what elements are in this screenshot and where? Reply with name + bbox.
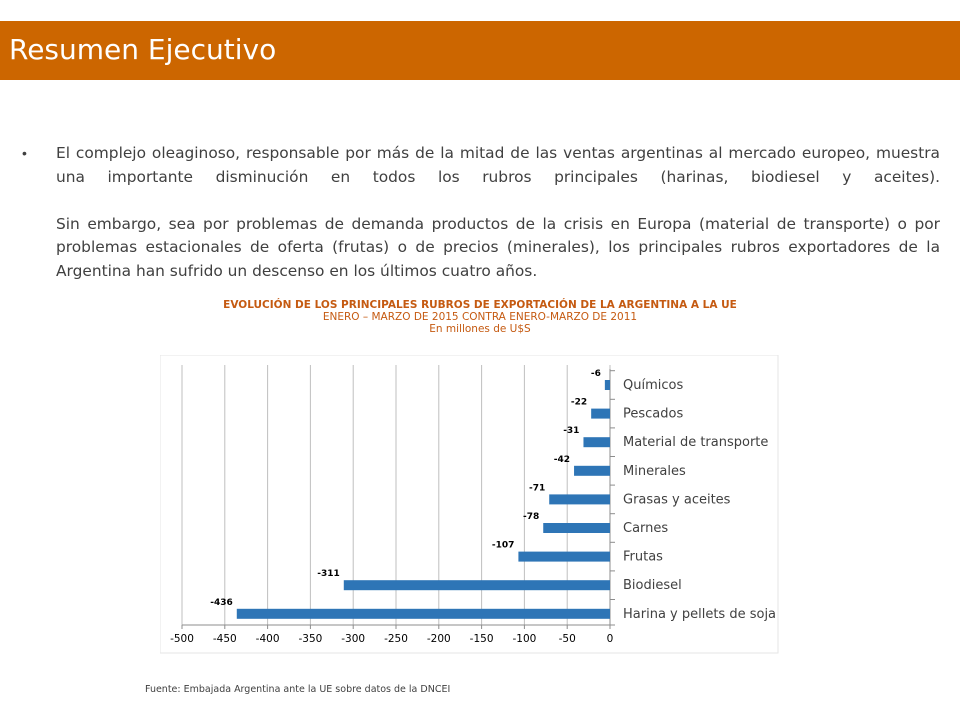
data-label: -107 <box>492 541 515 551</box>
paragraph-2: Sin embargo, sea por problemas de demand… <box>56 214 940 280</box>
data-label: -436 <box>210 598 233 608</box>
bar <box>343 580 610 591</box>
data-label: -6 <box>591 369 601 379</box>
category-label: Minerales <box>623 464 686 479</box>
x-tick-label: 0 <box>607 633 614 645</box>
category-label: Harina y pellets de soja <box>623 607 776 622</box>
x-tick-label: -400 <box>256 633 280 645</box>
x-tick-label: -350 <box>298 633 322 645</box>
x-tick-label: -50 <box>559 633 576 645</box>
chart-subtitle: ENERO – MARZO DE 2015 CONTRA ENERO-MARZO… <box>322 311 638 323</box>
x-tick-label: -200 <box>427 633 451 645</box>
bar <box>591 408 610 419</box>
bullet-text: El complejo oleaginoso, responsable por … <box>56 142 940 283</box>
chart-title: EVOLUCIÓN DE LOS PRINCIPALES RUBROS DE E… <box>223 299 737 311</box>
source-note: Fuente: Embajada Argentina ante la UE so… <box>145 684 451 695</box>
bar <box>574 465 610 476</box>
chart-frame <box>160 355 779 654</box>
category-label: Biodiesel <box>623 578 682 593</box>
data-label: -22 <box>571 398 587 408</box>
bar <box>549 494 610 505</box>
x-tick-label: -500 <box>170 633 194 645</box>
x-tick-label: -250 <box>384 633 408 645</box>
data-label: -31 <box>563 426 579 436</box>
x-tick-label: -150 <box>470 633 494 645</box>
bar <box>583 437 610 448</box>
bar-chart: -500 -450 -400 -350 -300 -250 -200 -150 -100 -50 0… <box>160 355 779 654</box>
bar <box>604 380 610 390</box>
data-label: -311 <box>317 569 340 579</box>
category-label: Carnes <box>623 521 668 536</box>
page-title: Resumen Ejecutivo <box>9 33 277 66</box>
x-tick-label: -450 <box>213 633 237 645</box>
x-tick-label: -100 <box>512 633 536 645</box>
chart-heading: EVOLUCIÓN DE LOS PRINCIPALES RUBROS DE E… <box>160 299 800 335</box>
bullet-icon: • <box>22 145 27 161</box>
chart-unit: En millones de U$S <box>429 323 531 335</box>
paragraph-1: El complejo oleaginoso, responsable por … <box>56 144 940 186</box>
category-label: Pescados <box>623 407 683 422</box>
bar <box>518 551 610 562</box>
x-tick-label: -300 <box>341 633 365 645</box>
category-label: Material de transporte <box>623 435 768 450</box>
bar <box>543 523 610 533</box>
data-label: -71 <box>529 483 545 493</box>
data-label: -78 <box>523 512 539 522</box>
category-label: Frutas <box>623 550 663 565</box>
category-label: Grasas y aceites <box>623 492 731 507</box>
data-label: -42 <box>554 455 570 465</box>
bar <box>236 608 610 619</box>
category-label: Químicos <box>623 378 683 393</box>
title-banner: Resumen Ejecutivo <box>0 21 960 80</box>
